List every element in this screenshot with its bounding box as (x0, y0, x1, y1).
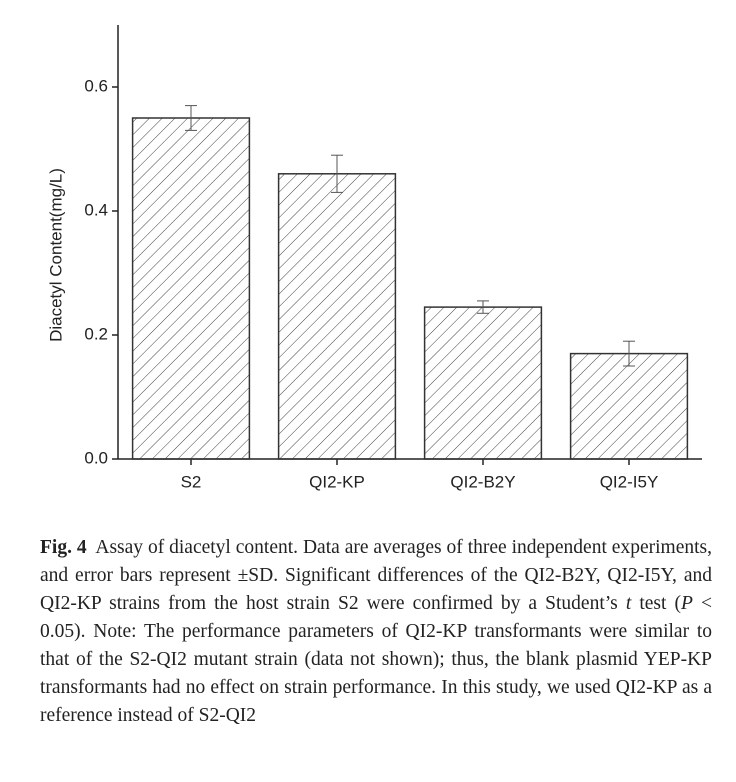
caption: Fig. 4 Assay of diacetyl content. Data a… (40, 534, 712, 730)
y-tick-label: 0.4 (84, 200, 108, 219)
caption-italic: t (625, 593, 632, 614)
bar (423, 306, 543, 460)
x-tick-label: QI2-I5Y (600, 472, 659, 491)
error-bar (477, 300, 489, 314)
caption-label: Fig. 4 (40, 537, 87, 558)
bar (131, 117, 251, 460)
y-tick-label: 0.0 (84, 448, 108, 467)
x-tick-label: QI2-KP (309, 472, 365, 491)
caption-italic: P (681, 593, 693, 614)
error-bar (331, 154, 343, 193)
x-tick-label: QI2-B2Y (450, 472, 515, 491)
caption-text: test ( (631, 593, 681, 614)
y-tick-label: 0.6 (84, 76, 108, 95)
bar (277, 173, 397, 460)
caption-text: < 0.05). Note: The performance parameter… (40, 593, 713, 726)
bar (569, 352, 689, 460)
caption-text: Assay of diacetyl content. Data are aver… (40, 537, 712, 614)
y-tick-label: 0.2 (84, 324, 108, 343)
y-axis-label: Diacetyl Content(mg/L) (46, 168, 65, 342)
error-bar (623, 340, 635, 367)
error-bar (185, 105, 197, 131)
x-tick-label: S2 (181, 472, 202, 491)
chart: Diacetyl Content(mg/L) 0.0 0.2 0.4 0.6 S2 QI2… (46, 25, 702, 491)
